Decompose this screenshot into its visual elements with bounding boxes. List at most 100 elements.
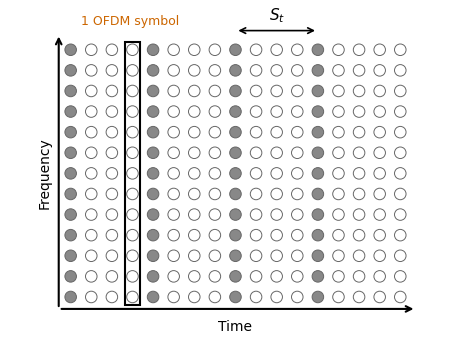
Circle shape <box>230 188 241 200</box>
Circle shape <box>250 271 262 282</box>
Circle shape <box>374 209 386 220</box>
Circle shape <box>333 65 344 76</box>
Circle shape <box>312 271 324 282</box>
Circle shape <box>312 168 324 179</box>
Circle shape <box>85 291 97 303</box>
Circle shape <box>168 209 179 220</box>
Circle shape <box>312 85 324 97</box>
Circle shape <box>85 147 97 159</box>
Circle shape <box>312 209 324 220</box>
Circle shape <box>230 271 241 282</box>
Circle shape <box>65 291 77 303</box>
Circle shape <box>85 250 97 262</box>
Circle shape <box>85 65 97 76</box>
Circle shape <box>209 291 221 303</box>
Circle shape <box>312 126 324 138</box>
Circle shape <box>291 209 303 220</box>
Circle shape <box>250 85 262 97</box>
Circle shape <box>374 126 386 138</box>
Circle shape <box>147 188 159 200</box>
Circle shape <box>230 230 241 241</box>
Circle shape <box>353 147 365 159</box>
Circle shape <box>168 188 179 200</box>
Circle shape <box>291 271 303 282</box>
Circle shape <box>230 44 241 55</box>
Circle shape <box>106 291 118 303</box>
Circle shape <box>127 291 138 303</box>
Circle shape <box>65 271 77 282</box>
Circle shape <box>168 106 179 117</box>
Circle shape <box>250 126 262 138</box>
Circle shape <box>168 65 179 76</box>
Circle shape <box>271 250 282 262</box>
Circle shape <box>312 147 324 159</box>
Circle shape <box>271 168 282 179</box>
Circle shape <box>106 106 118 117</box>
Circle shape <box>291 230 303 241</box>
Circle shape <box>250 291 262 303</box>
Circle shape <box>127 85 138 97</box>
Circle shape <box>189 168 200 179</box>
Circle shape <box>65 168 77 179</box>
Circle shape <box>271 106 282 117</box>
Circle shape <box>374 250 386 262</box>
Circle shape <box>230 250 241 262</box>
Text: Frequency: Frequency <box>37 138 51 209</box>
Circle shape <box>353 291 365 303</box>
Circle shape <box>291 126 303 138</box>
Circle shape <box>106 188 118 200</box>
Circle shape <box>65 147 77 159</box>
Circle shape <box>333 230 344 241</box>
Circle shape <box>271 126 282 138</box>
Circle shape <box>147 230 159 241</box>
Circle shape <box>209 85 221 97</box>
Circle shape <box>271 209 282 220</box>
Circle shape <box>147 271 159 282</box>
Circle shape <box>271 85 282 97</box>
Circle shape <box>127 65 138 76</box>
Circle shape <box>106 168 118 179</box>
Circle shape <box>189 85 200 97</box>
Circle shape <box>127 230 138 241</box>
Circle shape <box>333 44 344 55</box>
Circle shape <box>250 168 262 179</box>
Circle shape <box>65 44 77 55</box>
Circle shape <box>374 44 386 55</box>
Circle shape <box>147 106 159 117</box>
Circle shape <box>85 44 97 55</box>
Circle shape <box>189 65 200 76</box>
Text: $S_t$: $S_t$ <box>269 7 285 25</box>
Circle shape <box>291 291 303 303</box>
Circle shape <box>147 85 159 97</box>
Circle shape <box>374 188 386 200</box>
Circle shape <box>209 188 221 200</box>
Circle shape <box>291 147 303 159</box>
Circle shape <box>395 291 406 303</box>
Circle shape <box>333 250 344 262</box>
Circle shape <box>127 44 138 55</box>
Circle shape <box>395 230 406 241</box>
Circle shape <box>250 44 262 55</box>
Circle shape <box>189 291 200 303</box>
Circle shape <box>189 271 200 282</box>
Circle shape <box>168 85 179 97</box>
Circle shape <box>147 65 159 76</box>
Circle shape <box>230 147 241 159</box>
Circle shape <box>65 106 77 117</box>
Circle shape <box>127 126 138 138</box>
Circle shape <box>230 168 241 179</box>
Circle shape <box>168 291 179 303</box>
Circle shape <box>209 147 221 159</box>
Circle shape <box>230 209 241 220</box>
Circle shape <box>250 230 262 241</box>
Circle shape <box>168 250 179 262</box>
Circle shape <box>395 209 406 220</box>
Circle shape <box>85 85 97 97</box>
Circle shape <box>353 85 365 97</box>
Circle shape <box>333 106 344 117</box>
Circle shape <box>395 250 406 262</box>
Circle shape <box>127 209 138 220</box>
Circle shape <box>250 250 262 262</box>
Circle shape <box>374 147 386 159</box>
Circle shape <box>168 44 179 55</box>
